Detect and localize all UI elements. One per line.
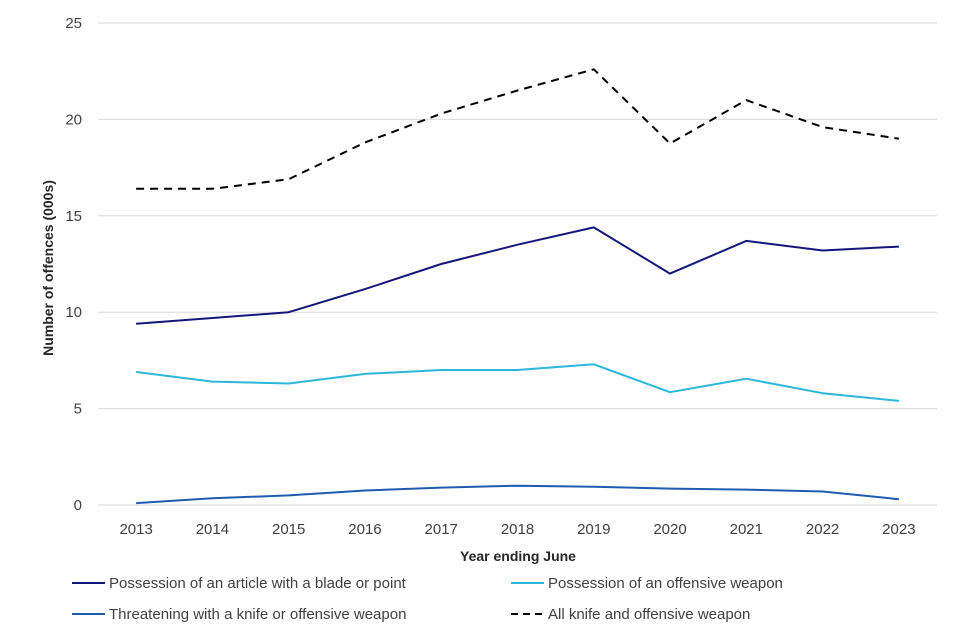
x-tick-label: 2016 xyxy=(348,521,381,538)
x-tick-label: 2018 xyxy=(501,521,534,538)
legend-label: Possession of an offensive weapon xyxy=(548,575,783,592)
x-tick-label: 2017 xyxy=(425,521,458,538)
legend-label: Possession of an article with a blade or… xyxy=(109,575,407,592)
y-tick-label: 25 xyxy=(65,15,82,32)
series-lines xyxy=(135,68,900,505)
gridlines xyxy=(98,22,937,506)
series-line-2 xyxy=(135,363,900,402)
x-tick-label: 2021 xyxy=(730,521,763,538)
legend-item: Possession of an article with a blade or… xyxy=(72,575,407,592)
legend-item: Threatening with a knife or offensive we… xyxy=(72,606,406,623)
x-tick-label: 2023 xyxy=(882,521,915,538)
y-axis-title: Number of offences (000s) xyxy=(40,180,56,356)
x-tick-label: 2014 xyxy=(196,521,229,538)
legend: Possession of an article with a blade or… xyxy=(72,575,783,623)
x-axis-ticks: 2013 2014 2015 2016 2017 2018 2019 2020 2021 2022… xyxy=(119,521,915,538)
legend-label: All knife and offensive weapon xyxy=(548,606,750,623)
y-tick-label: 20 xyxy=(65,111,82,128)
x-tick-label: 2013 xyxy=(119,521,152,538)
legend-item: Possession of an offensive weapon xyxy=(511,575,783,592)
legend-item: All knife and offensive weapon xyxy=(511,606,750,623)
y-axis-ticks: 0 5 10 15 20 25 xyxy=(65,15,82,514)
series-line-1 xyxy=(136,226,899,325)
series-line-4 xyxy=(136,68,900,190)
x-tick-label: 2022 xyxy=(806,521,839,538)
x-tick-label: 2019 xyxy=(577,521,610,538)
x-tick-label: 2020 xyxy=(653,521,686,538)
series-line-3 xyxy=(136,484,900,505)
y-tick-label: 0 xyxy=(74,497,82,514)
y-tick-label: 5 xyxy=(74,401,82,418)
y-tick-label: 10 xyxy=(65,304,82,321)
x-axis-title: Year ending June xyxy=(460,548,576,564)
y-tick-label: 15 xyxy=(65,208,82,225)
legend-label: Threatening with a knife or offensive we… xyxy=(109,606,406,623)
x-tick-label: 2015 xyxy=(272,521,305,538)
